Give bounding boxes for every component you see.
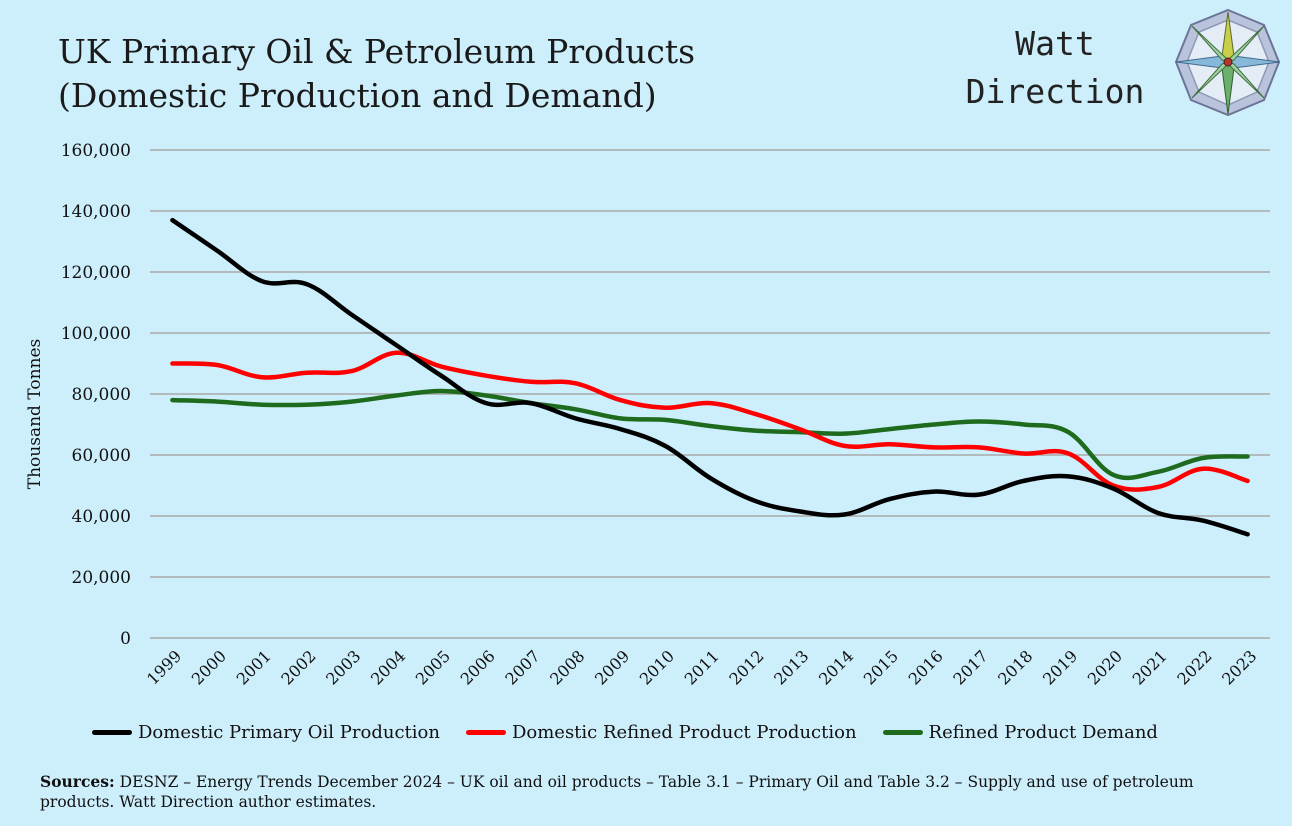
x-tick-label: 2021 [1129,646,1171,688]
y-tick-label: 20,000 [72,568,131,588]
x-tick-label: 2006 [457,646,499,688]
x-tick-label: 2004 [367,646,409,688]
chart-legend: Domestic Primary Oil Production Domestic… [92,722,1158,743]
chart-title-line-2: (Domestic Production and Demand) [58,76,657,115]
legend-label-primary-oil: Domestic Primary Oil Production [138,722,440,743]
y-tick-label: 160,000 [61,141,131,161]
y-tick-label: 120,000 [61,263,131,283]
x-tick-label: 2023 [1218,646,1260,688]
chart-title: UK Primary Oil & Petroleum Products (Dom… [58,30,695,118]
x-tick-label: 2001 [233,646,275,688]
y-tick-label: 40,000 [72,507,131,527]
series-line-refined-production [170,350,1250,492]
brand-wordmark: Watt Direction [940,20,1170,116]
x-tick-label: 2013 [770,646,812,688]
legend-swatch-refined-demand [882,730,923,735]
brand-line-2: Direction [965,72,1145,111]
legend-label-refined-production: Domestic Refined Product Production [511,722,857,743]
sources-text: DESNZ – Energy Trends December 2024 – UK… [40,773,1194,811]
series-line-refined-demand [170,388,1250,481]
legend-label-refined-demand: Refined Product Demand [928,722,1158,743]
sources-label: Sources: [40,772,115,791]
legend-swatch-primary-oil [92,730,132,735]
x-tick-label: 2007 [501,646,543,688]
x-tick-label: 2017 [949,646,991,688]
compass-rose-icon [1174,8,1281,117]
x-tick-label: 2018 [994,646,1036,688]
x-tick-label: 2012 [725,646,767,688]
legend-item-primary-oil: Domestic Primary Oil Production [92,722,440,743]
legend-swatch-refined-production [465,730,506,735]
legend-item-refined-demand: Refined Product Demand [882,722,1158,743]
x-tick-label: 2009 [591,646,633,688]
x-tick-label: 2011 [681,646,723,688]
x-tick-label: 2015 [860,646,902,688]
x-tick-label: 2016 [905,646,947,688]
y-tick-label: 0 [120,629,131,649]
x-tick-label: 2014 [815,646,857,688]
y-tick-label: 140,000 [61,202,131,222]
y-tick-label: 60,000 [72,446,131,466]
x-tick-label: 2000 [188,646,230,688]
x-tick-label: 2020 [1084,646,1126,688]
x-tick-label: 2010 [636,646,678,688]
x-tick-label: 1999 [143,646,185,688]
chart-title-line-1: UK Primary Oil & Petroleum Products [58,32,696,71]
y-tick-label: 100,000 [61,324,131,344]
x-tick-label: 2003 [322,646,364,688]
y-tick-label: 80,000 [72,385,131,405]
sources-note: Sources: DESNZ – Energy Trends December … [40,772,1240,812]
brand-line-1: Watt [1015,24,1095,63]
series-line-primary-oil [170,217,1250,537]
x-tick-label: 2005 [412,646,454,688]
y-axis-label: Thousand Tonnes [25,339,45,490]
x-tick-label: 2008 [546,646,588,688]
x-tick-label: 2019 [1039,646,1081,688]
x-tick-label: 2022 [1173,646,1215,688]
x-tick-label: 2002 [277,646,319,688]
legend-item-refined-production: Domestic Refined Product Production [465,722,857,743]
